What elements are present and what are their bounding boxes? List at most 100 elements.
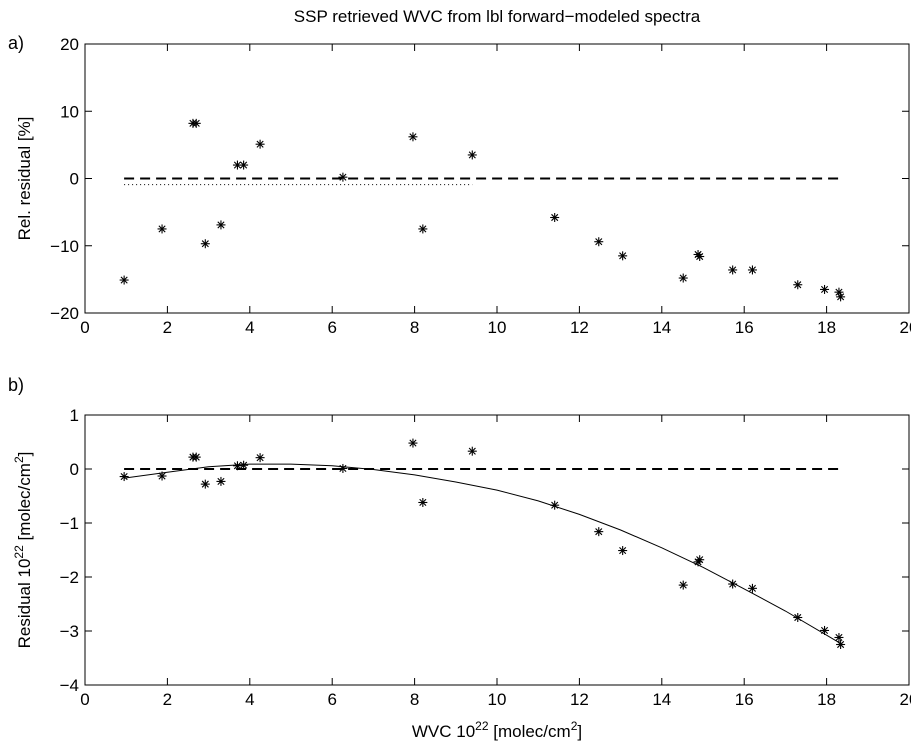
x-tick-label: 2 (163, 690, 172, 709)
panel-b-x-axis-label: WVC 1022 [molec/cm2] (412, 719, 582, 741)
y-label-rest: [molec/cm (15, 463, 34, 545)
data-point (467, 150, 477, 160)
y-label-end: ] (15, 452, 34, 457)
x-label-sup2: 2 (571, 719, 578, 733)
data-point (678, 580, 688, 590)
y-label-sup2: 2 (12, 456, 26, 463)
x-tick-label: 10 (488, 690, 507, 709)
x-tick-label: 18 (817, 318, 836, 337)
panel-a-label: a) (8, 33, 24, 53)
data-point (793, 280, 803, 290)
data-point (191, 452, 201, 462)
data-point (793, 613, 803, 622)
y-tick-label: 20 (60, 35, 79, 54)
data-point (618, 251, 628, 261)
data-point (618, 546, 628, 556)
panel-a: a) 0 2 4 6 8 10 12 14 16 18 20 −20 −10 0 10 20 Rel. re… (8, 33, 911, 337)
data-point (747, 265, 757, 275)
y-label-main: Residual 10 (15, 559, 34, 649)
panel-b-markers (119, 438, 846, 649)
data-point (550, 500, 560, 510)
data-point (200, 479, 210, 489)
x-tick-label: 10 (488, 318, 507, 337)
panel-b-y-axis-label: Residual 1022 [molec/cm2] (12, 452, 34, 649)
panel-a-lines (124, 177, 841, 186)
data-point (820, 625, 830, 635)
x-tick-label: 4 (245, 318, 254, 337)
data-point (418, 497, 428, 507)
y-tick-label: −20 (50, 304, 79, 323)
panel-a-y-axis-label: Rel. residual [%] (15, 117, 34, 241)
data-point (157, 224, 167, 234)
x-tick-label: 6 (327, 690, 336, 709)
x-tick-label: 0 (80, 690, 89, 709)
x-tick-label: 14 (652, 318, 671, 337)
y-tick-label: 10 (60, 102, 79, 121)
y-tick-label: 0 (70, 460, 79, 479)
data-point (191, 118, 201, 128)
data-point (408, 438, 418, 448)
data-point (216, 476, 226, 486)
data-point (200, 239, 210, 249)
x-tick-label: 14 (652, 690, 671, 709)
data-point (467, 446, 477, 456)
data-point (239, 160, 249, 170)
x-tick-label: 0 (80, 318, 89, 337)
panel-b-label: b) (8, 375, 24, 395)
data-point (836, 292, 846, 302)
y-label-sup: 22 (12, 545, 26, 559)
data-point (695, 252, 705, 262)
data-point (239, 460, 249, 470)
x-tick-label: 20 (900, 690, 911, 709)
panel-b-x-ticks: 0 2 4 6 8 10 12 14 16 18 20 (80, 415, 911, 709)
data-point (747, 583, 757, 593)
data-point (695, 555, 705, 565)
x-tick-label: 2 (163, 318, 172, 337)
data-point (119, 472, 129, 482)
x-tick-label: 6 (327, 318, 336, 337)
data-point (255, 139, 265, 149)
data-point (418, 224, 428, 234)
data-point (255, 453, 265, 463)
data-point (594, 527, 604, 537)
figure-title: SSP retrieved WVC from lbl forward−model… (294, 7, 701, 26)
x-tick-label: 16 (735, 318, 754, 337)
panel-a-markers (119, 118, 846, 302)
y-tick-label: 1 (70, 406, 79, 425)
data-point (820, 284, 830, 294)
x-label-end: ] (577, 722, 582, 741)
x-tick-label: 18 (817, 690, 836, 709)
x-tick-label: 8 (410, 690, 419, 709)
x-label-main: WVC 10 (412, 722, 475, 741)
data-point (834, 632, 844, 642)
x-label-sup: 22 (475, 719, 489, 733)
x-tick-label: 20 (900, 318, 911, 337)
y-tick-label: −2 (60, 568, 79, 587)
y-tick-label: −3 (60, 622, 79, 641)
x-tick-label: 8 (410, 318, 419, 337)
data-point (594, 237, 604, 247)
fit-curve (124, 463, 841, 644)
data-point (338, 172, 348, 182)
panel-a-x-ticks: 0 2 4 6 8 10 12 14 16 18 20 (80, 44, 911, 337)
x-label-rest: [molec/cm (489, 722, 571, 741)
y-tick-label: −4 (60, 676, 79, 695)
data-point (157, 471, 167, 481)
data-point (550, 213, 560, 223)
data-point (678, 273, 688, 283)
panel-b-axes-box (84, 414, 910, 686)
x-tick-label: 12 (570, 690, 589, 709)
x-tick-label: 16 (735, 690, 754, 709)
panel-a-y-ticks: −20 −10 0 10 20 (50, 35, 909, 323)
y-tick-label: −1 (60, 514, 79, 533)
data-point (119, 275, 129, 285)
data-point (216, 220, 226, 230)
data-point (728, 579, 738, 589)
y-tick-label: −10 (50, 237, 79, 256)
data-point (338, 463, 348, 473)
y-tick-label: 0 (70, 170, 79, 189)
data-point (836, 640, 846, 649)
x-tick-label: 4 (245, 690, 254, 709)
panel-b: b) 0 2 4 6 8 10 12 14 16 18 20 −4 −3 −2 −1 0 1 Residual… (8, 375, 911, 741)
